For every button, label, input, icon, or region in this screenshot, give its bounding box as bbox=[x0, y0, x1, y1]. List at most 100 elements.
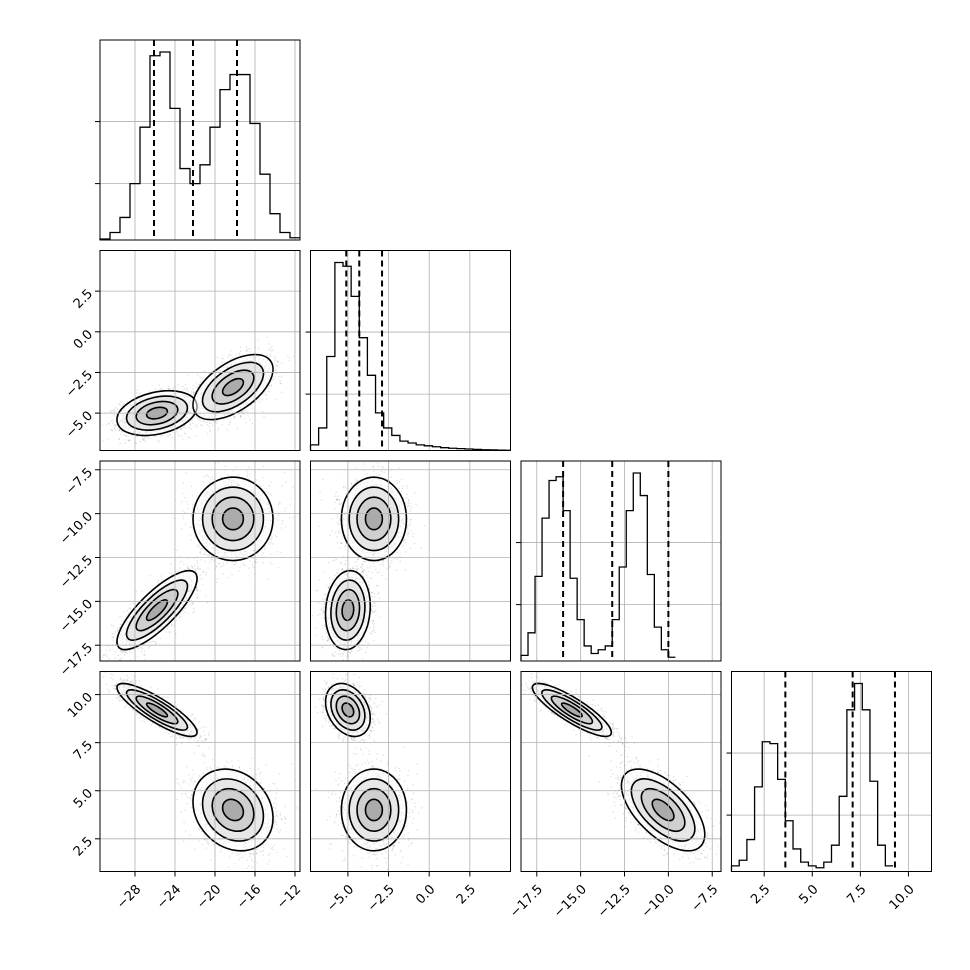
sample-point bbox=[139, 440, 142, 442]
sample-point bbox=[187, 390, 189, 392]
sample-point bbox=[160, 578, 163, 581]
sample-point bbox=[112, 667, 113, 668]
sample-point bbox=[222, 357, 224, 360]
sample-point bbox=[108, 423, 110, 425]
sample-point bbox=[280, 372, 283, 374]
sample-point bbox=[251, 353, 254, 355]
sample-point bbox=[201, 378, 203, 380]
sample-point bbox=[221, 424, 223, 426]
sample-point bbox=[118, 429, 121, 431]
sample-point bbox=[202, 571, 204, 573]
sample-point bbox=[195, 386, 197, 388]
sample-point bbox=[229, 420, 231, 422]
sample-point bbox=[195, 424, 197, 426]
sample-point bbox=[233, 415, 236, 418]
sample-point bbox=[110, 420, 112, 422]
sample-point bbox=[189, 424, 192, 426]
sample-point bbox=[274, 375, 276, 378]
sample-point bbox=[234, 416, 236, 419]
sample-point bbox=[114, 424, 116, 427]
sample-point bbox=[188, 426, 190, 429]
sample-point bbox=[110, 411, 112, 413]
sample-point bbox=[228, 354, 230, 356]
sample-point bbox=[196, 587, 198, 589]
sample-point bbox=[268, 343, 270, 345]
sample-point bbox=[195, 587, 197, 590]
sample-point bbox=[119, 429, 121, 431]
sample-point bbox=[173, 624, 175, 626]
sample-point bbox=[276, 365, 278, 367]
sample-point bbox=[124, 442, 127, 444]
sample-point bbox=[208, 425, 211, 428]
sample-point bbox=[199, 578, 201, 580]
sample-point bbox=[190, 393, 192, 395]
density-fill bbox=[222, 378, 244, 396]
scatter-panel-0-2 bbox=[99, 460, 301, 668]
sample-point bbox=[199, 420, 201, 422]
sample-point bbox=[249, 404, 252, 406]
sample-point bbox=[135, 442, 137, 444]
sample-point bbox=[183, 389, 185, 391]
sample-point bbox=[197, 374, 199, 376]
sample-point bbox=[257, 397, 259, 400]
sample-point bbox=[264, 393, 267, 396]
sample-point bbox=[191, 567, 194, 569]
panel-frame bbox=[520, 460, 722, 662]
sample-point bbox=[180, 429, 182, 431]
sample-point bbox=[126, 400, 128, 403]
sample-point bbox=[116, 630, 118, 632]
sample-point bbox=[216, 356, 218, 359]
sample-point bbox=[185, 389, 187, 391]
sample-point bbox=[206, 424, 208, 426]
sample-point bbox=[257, 339, 259, 342]
sample-point bbox=[280, 376, 283, 378]
sample-point bbox=[275, 357, 277, 359]
histogram-panel-3 bbox=[726, 671, 932, 872]
sample-point bbox=[155, 642, 157, 644]
sample-point bbox=[116, 408, 119, 410]
sample-point bbox=[258, 401, 260, 403]
sample-point bbox=[253, 401, 255, 403]
sample-point bbox=[147, 435, 149, 437]
sample-point bbox=[159, 435, 162, 437]
sample-point bbox=[149, 437, 151, 439]
sample-point bbox=[137, 392, 140, 395]
sample-point bbox=[273, 377, 275, 380]
sample-point bbox=[191, 418, 194, 420]
panel-frame bbox=[310, 250, 511, 451]
sample-point bbox=[275, 399, 278, 401]
sample-point bbox=[158, 441, 160, 443]
sample-point bbox=[171, 436, 173, 439]
sample-point bbox=[114, 424, 116, 426]
sample-point bbox=[143, 437, 146, 439]
sample-point bbox=[128, 439, 130, 441]
sample-point bbox=[141, 438, 144, 440]
sample-point bbox=[281, 362, 283, 364]
sample-point bbox=[192, 612, 194, 614]
sample-point bbox=[125, 435, 127, 437]
sample-point bbox=[240, 410, 243, 413]
sample-point bbox=[258, 348, 260, 350]
sample-point bbox=[188, 557, 190, 559]
sample-point bbox=[119, 659, 121, 661]
sample-point bbox=[226, 429, 228, 431]
sample-point bbox=[122, 431, 124, 433]
sample-point bbox=[252, 408, 254, 410]
sample-point bbox=[271, 349, 274, 352]
sample-point bbox=[171, 572, 173, 574]
sample-point bbox=[107, 422, 110, 424]
sample-point bbox=[191, 602, 193, 604]
sample-point bbox=[270, 349, 272, 352]
sample-point bbox=[182, 438, 184, 440]
sample-point bbox=[136, 435, 138, 438]
sample-point bbox=[211, 369, 213, 371]
sample-point bbox=[127, 435, 129, 437]
sample-point bbox=[111, 430, 114, 432]
sample-point bbox=[154, 388, 157, 390]
sample-point bbox=[250, 404, 252, 406]
sample-point bbox=[201, 424, 203, 427]
sample-point bbox=[287, 355, 289, 358]
sample-point bbox=[271, 345, 273, 348]
sample-point bbox=[198, 383, 201, 385]
